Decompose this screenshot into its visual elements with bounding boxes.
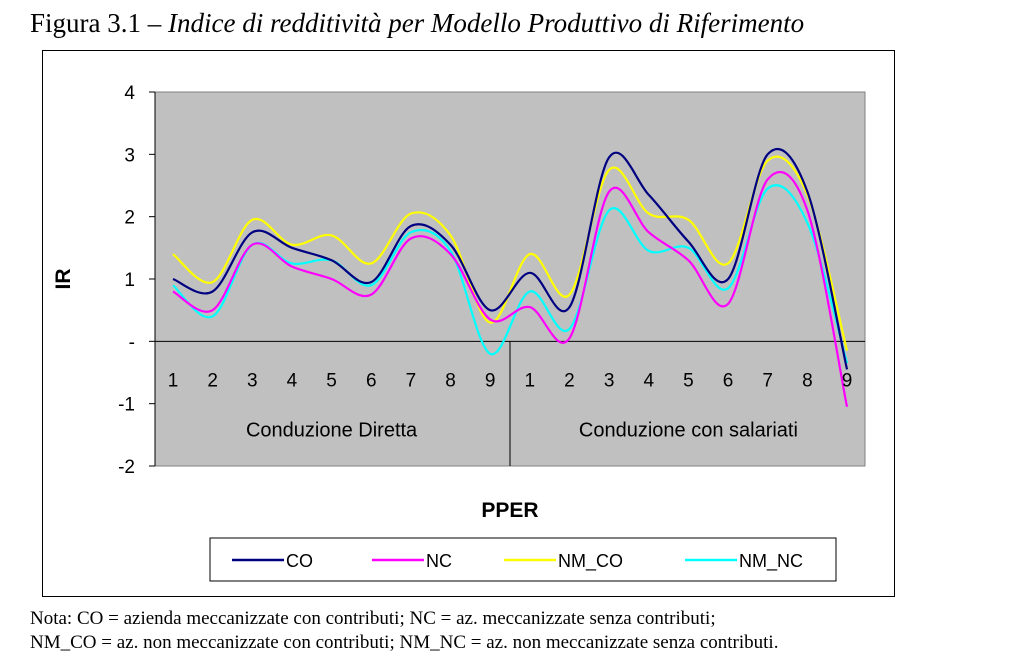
x-tick-label: 7 (762, 370, 773, 391)
series-lines (172, 147, 849, 408)
legend-label: CO (286, 551, 313, 571)
x-tick-label: 2 (207, 370, 218, 391)
tick-labels: 4 3 2 1 - -1 -2 1 2 3 4 5 6 7 8 9 Conduzione Diretta 1 2 3 4… (118, 83, 852, 478)
axes (149, 91, 865, 467)
y-tick-label: 4 (124, 83, 135, 104)
x-tick-label: 1 (168, 370, 179, 391)
y-tick-label: 1 (124, 270, 135, 291)
x-tick-label: 9 (842, 370, 853, 391)
x-tick-label: 6 (366, 370, 377, 391)
series-line-co (172, 147, 849, 370)
x-tick-label: 1 (525, 370, 536, 391)
x-tick-label: 8 (802, 370, 813, 391)
group-label: Conduzione Diretta (246, 420, 418, 442)
caption-prefix: Figura 3.1 – (30, 8, 168, 38)
x-tick-label: 2 (564, 370, 575, 391)
x-tick-label: 4 (643, 370, 654, 391)
x-tick-label: 3 (247, 370, 258, 391)
x-tick-label: 6 (723, 370, 734, 391)
y-tick-label: 3 (124, 145, 135, 166)
y-tick-label: -2 (118, 457, 135, 478)
figure-caption: Figura 3.1 – Indice di redditività per M… (30, 8, 804, 39)
x-tick-label: 7 (406, 370, 417, 391)
x-tick-label: 8 (445, 370, 456, 391)
series-line-nc (172, 170, 849, 408)
line-chart: 4 3 2 1 - -1 -2 1 2 3 4 5 6 7 8 9 Conduzione Diretta 1 2 3 4… (52, 83, 866, 582)
y-tick-label: -1 (118, 395, 135, 416)
legend-label: NM_CO (558, 551, 623, 572)
x-tick-label: 3 (604, 370, 615, 391)
x-tick-label: 5 (326, 370, 337, 391)
y-tick-label: 2 (124, 208, 135, 229)
x-tick-label: 4 (287, 370, 298, 391)
legend-label: NM_NC (739, 551, 803, 572)
footnote-line-2: NM_CO = az. non meccanizzate con contrib… (30, 632, 779, 653)
group-label: Conduzione con salariati (579, 420, 798, 442)
chart-frame (42, 50, 895, 597)
legend-label: NC (426, 551, 452, 571)
x-axis-label: PPER (481, 499, 538, 522)
legend-entries: CO NC NM_CO NM_NC (232, 551, 803, 572)
x-tick-label: 5 (683, 370, 694, 391)
y-axis-label: IR (52, 269, 75, 290)
caption-title: Indice di redditività per Modello Produt… (168, 8, 805, 38)
x-tick-label: 9 (485, 370, 496, 391)
y-tick-label: - (129, 332, 135, 353)
footnote-line-1: Nota: CO = azienda meccanizzate con cont… (30, 608, 716, 629)
